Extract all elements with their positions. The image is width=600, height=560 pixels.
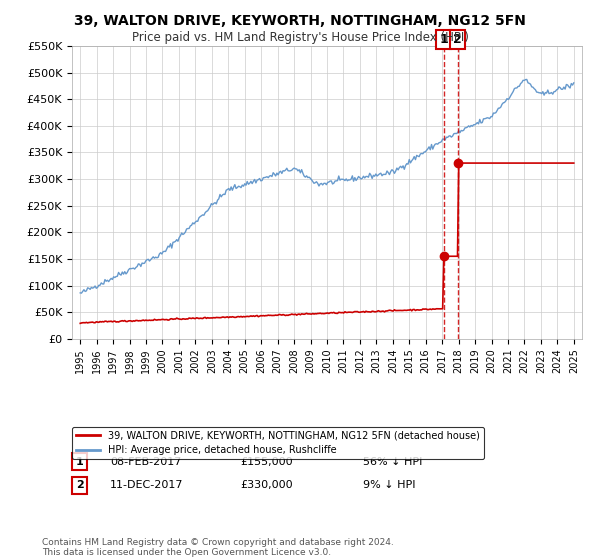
Text: £155,000: £155,000 xyxy=(240,457,293,467)
Text: 2: 2 xyxy=(76,480,83,490)
Text: £330,000: £330,000 xyxy=(240,480,293,490)
Text: 1: 1 xyxy=(76,457,83,467)
Text: 39, WALTON DRIVE, KEYWORTH, NOTTINGHAM, NG12 5FN: 39, WALTON DRIVE, KEYWORTH, NOTTINGHAM, … xyxy=(74,14,526,28)
Text: 08-FEB-2017: 08-FEB-2017 xyxy=(110,457,182,467)
Text: 1: 1 xyxy=(439,33,448,46)
Text: 11-DEC-2017: 11-DEC-2017 xyxy=(110,480,184,490)
Text: 9% ↓ HPI: 9% ↓ HPI xyxy=(362,480,415,490)
Text: 2: 2 xyxy=(454,33,462,46)
Text: Contains HM Land Registry data © Crown copyright and database right 2024.
This d: Contains HM Land Registry data © Crown c… xyxy=(42,538,394,557)
Legend: 39, WALTON DRIVE, KEYWORTH, NOTTINGHAM, NG12 5FN (detached house), HPI: Average : 39, WALTON DRIVE, KEYWORTH, NOTTINGHAM, … xyxy=(72,427,484,459)
Text: Price paid vs. HM Land Registry's House Price Index (HPI): Price paid vs. HM Land Registry's House … xyxy=(131,31,469,44)
Text: 56% ↓ HPI: 56% ↓ HPI xyxy=(362,457,422,467)
